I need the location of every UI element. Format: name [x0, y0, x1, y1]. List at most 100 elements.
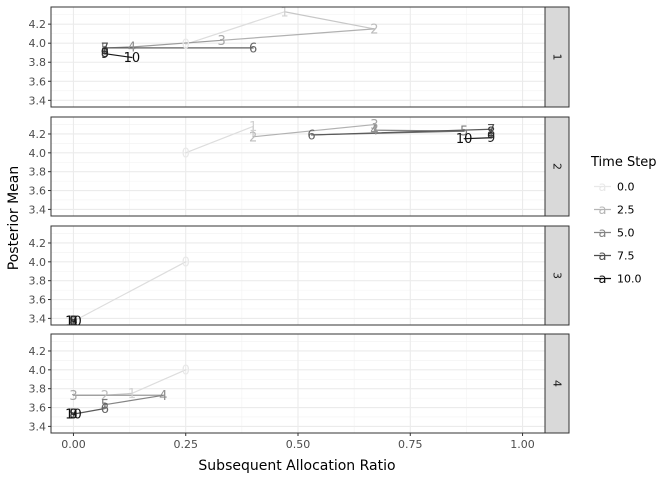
point-label: 6: [69, 315, 77, 330]
path-segment: [72, 261, 187, 322]
point-label: 3: [69, 389, 77, 404]
legend: Time Step a 0.0 a 2.5 a 5.0 a 7.5 a 10.0: [590, 155, 657, 287]
axes: Subsequent Allocation Ratio Posterior Me…: [6, 166, 535, 474]
point-label: 9: [101, 47, 109, 62]
y-tick-label: 3.8: [29, 56, 47, 69]
facet-strip-label: 4: [551, 380, 564, 387]
legend-key-glyph: a: [599, 272, 607, 287]
y-tick-label: 4.0: [29, 37, 47, 50]
point-label: 2: [249, 130, 257, 145]
point-label: 2: [69, 315, 77, 330]
point-label: 10: [124, 51, 141, 66]
legend-key-glyph: a: [599, 203, 607, 218]
facet-strip-label: 2: [551, 163, 564, 170]
path-segment: [131, 369, 187, 394]
path-segment: [72, 407, 106, 415]
y-tick-label: 4.2: [29, 345, 47, 358]
point-label: 5: [101, 41, 109, 56]
y-tick-label: 4.0: [29, 147, 47, 160]
facet-panel-1: 0 1 2 3 4 5 6 789 10 1 3.4 3.6 3.8 4.0 4.2: [29, 5, 570, 108]
path-segment: [185, 11, 286, 45]
legend-item-label: 10.0: [617, 273, 642, 286]
point-label: 3: [69, 315, 77, 330]
point-label: 1: [69, 315, 77, 330]
path-segment: [104, 53, 133, 59]
facet-strip: [544, 225, 570, 326]
y-tick-label: 3.4: [29, 420, 47, 433]
facet-strip-label: 1: [551, 54, 564, 61]
y-tick-label: 3.8: [29, 275, 47, 288]
point-label: 7: [487, 123, 495, 138]
y-tick-label: 4.2: [29, 18, 47, 31]
point-label: 7: [69, 315, 77, 330]
legend-item: a 0.0: [594, 178, 635, 195]
point-label: 9: [487, 131, 495, 146]
y-axis-title: Posterior Mean: [6, 166, 22, 270]
point-label: 1: [280, 5, 288, 20]
x-tick-label: 0.75: [398, 438, 423, 451]
y-tick-label: 3.8: [29, 166, 47, 179]
point-label: 6: [249, 41, 257, 56]
point-label: 8: [487, 126, 495, 141]
point-label: 2: [370, 22, 378, 37]
y-tick-label: 3.6: [29, 75, 47, 88]
point-label: 4: [128, 41, 136, 56]
point-label: 10: [65, 315, 82, 330]
point-label: 10: [65, 408, 82, 423]
point-label: 0: [182, 146, 190, 161]
path-segment: [463, 137, 492, 140]
y-tick-label: 3.4: [29, 203, 47, 216]
point-label: 0: [182, 38, 190, 53]
point-label: 3: [370, 118, 378, 133]
path-segment: [310, 128, 492, 136]
y-tick-label: 3.6: [29, 402, 47, 415]
facet-strip: [544, 333, 570, 434]
facet-strip: [544, 116, 570, 217]
point-label: 4: [69, 315, 77, 330]
x-tick-label: 0.25: [173, 438, 198, 451]
path-segment: [131, 39, 223, 48]
legend-item: a 7.5: [594, 247, 635, 264]
y-tick-label: 3.4: [29, 94, 47, 107]
legend-item-label: 5.0: [617, 227, 635, 240]
point-label: 0: [182, 255, 190, 270]
legend-key-glyph: a: [599, 226, 607, 241]
point-label: 5: [460, 125, 468, 140]
x-tick-label: 0.00: [61, 438, 86, 451]
point-label: 8: [69, 315, 77, 330]
point-label: 7: [69, 408, 77, 423]
path-segment: [185, 125, 254, 154]
point-label: 5: [69, 315, 77, 330]
point-label: 4: [370, 124, 378, 139]
legend-key-glyph: a: [599, 249, 607, 264]
point-label: 3: [218, 34, 226, 49]
y-tick-label: 3.4: [29, 312, 47, 325]
legend-item: a 5.0: [594, 224, 635, 241]
facet-strip-label: 3: [551, 272, 564, 279]
point-label: 6: [101, 402, 109, 417]
point-label: 8: [101, 46, 109, 61]
y-tick-label: 4.2: [29, 237, 47, 250]
path-segment: [283, 11, 375, 30]
point-label: 1: [128, 387, 136, 402]
path-segment: [104, 394, 164, 406]
point-label: 8: [69, 408, 77, 423]
x-axis-title: Subsequent Allocation Ratio: [198, 458, 395, 474]
point-label: 10: [456, 132, 473, 147]
y-tick-label: 3.6: [29, 185, 47, 198]
legend-item: a 2.5: [594, 201, 635, 218]
point-label: 4: [159, 389, 167, 404]
y-tick-label: 4.0: [29, 364, 47, 377]
x-tick-label: 0.50: [286, 438, 311, 451]
path-segment: [252, 123, 375, 138]
point-label: 9: [69, 315, 77, 330]
y-tick-label: 3.8: [29, 383, 47, 396]
legend-item-label: 2.5: [617, 204, 635, 217]
point-label: 5: [101, 398, 109, 413]
point-label: 7: [101, 41, 109, 56]
point-label: 9: [69, 408, 77, 423]
legend-key-glyph: a: [599, 180, 607, 195]
